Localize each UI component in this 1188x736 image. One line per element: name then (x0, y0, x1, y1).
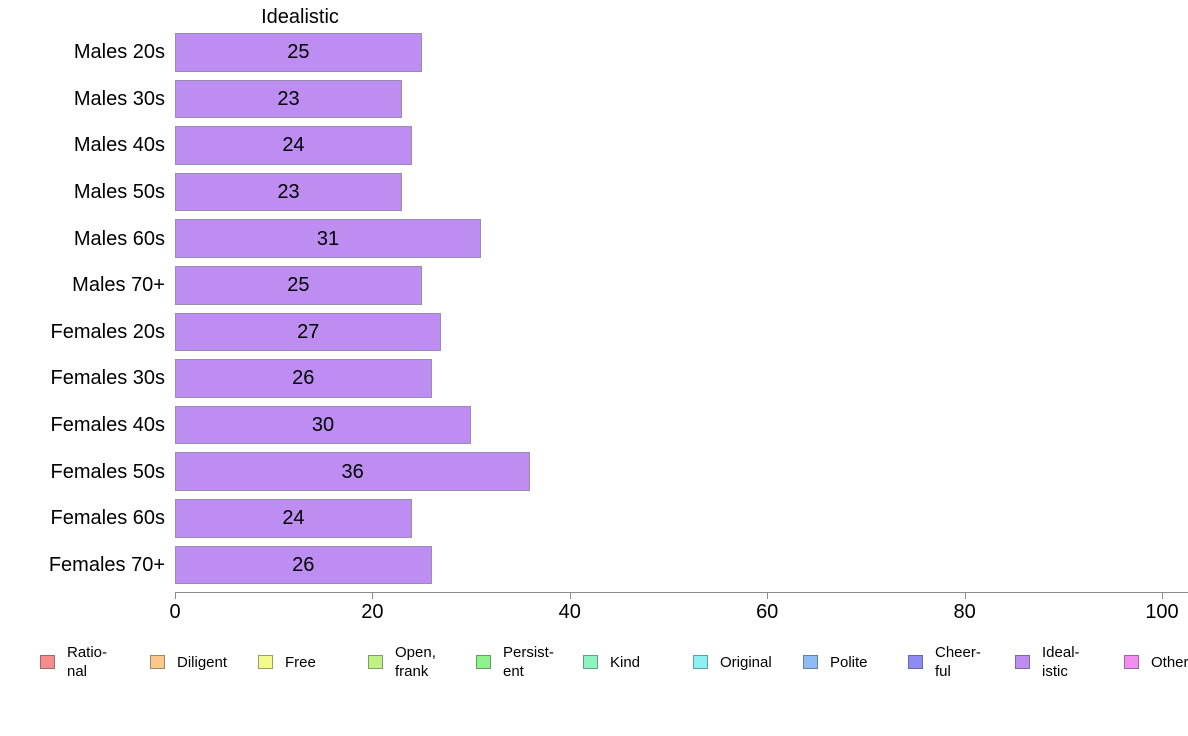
legend-item: Open, frank (368, 640, 436, 684)
x-tick-mark (569, 592, 571, 599)
legend-swatch (40, 655, 55, 669)
legend-swatch (693, 655, 708, 669)
x-tick-mark (1162, 592, 1163, 599)
legend-item: Cheer- ful (908, 640, 981, 684)
category-label: Females 30s (50, 367, 166, 390)
bar-value-label: 31 (316, 227, 340, 250)
bar-value-label: 24 (282, 507, 305, 530)
x-tick-label: 40 (558, 601, 581, 623)
legend-item: Ratio- nal (40, 640, 107, 684)
category-label: Females 40s (50, 414, 166, 437)
x-tick-mark (964, 592, 966, 599)
x-tick-mark (372, 592, 374, 599)
bar-value-label: 30 (311, 414, 335, 437)
category-label: Males 40s (73, 134, 165, 157)
legend-label: Diligent (177, 653, 228, 671)
legend-item: Original (693, 640, 772, 684)
x-axis-line (175, 592, 1188, 593)
bar (175, 126, 412, 165)
legend-item: Diligent (150, 640, 227, 684)
category-label: Females 70+ (48, 553, 165, 576)
legend-label: Cheer- ful (935, 644, 981, 680)
bar-value-label: 27 (297, 320, 320, 343)
legend-item: Kind (583, 640, 640, 684)
legend-label: Persist- ent (503, 644, 554, 680)
category-label: Males 20s (73, 41, 165, 64)
x-tick-label: 80 (953, 601, 976, 623)
x-tick-label: 20 (361, 601, 384, 623)
legend-item: Ideal- istic (1015, 640, 1080, 684)
legend-swatch (258, 655, 273, 669)
legend-label: Free (285, 653, 316, 671)
bar-value-label: 26 (292, 367, 315, 390)
bar-value-label: 36 (341, 460, 364, 483)
category-label: Females 50s (50, 460, 166, 483)
bar-value-label: 23 (277, 87, 300, 110)
category-label: Males 30s (73, 87, 165, 110)
legend-swatch (1124, 655, 1139, 669)
bar-value-label: 23 (277, 181, 300, 204)
legend-label: Polite (830, 653, 868, 671)
bar-value-label: 25 (287, 41, 310, 64)
legend-label: Open, frank (395, 644, 436, 680)
bar (175, 172, 402, 212)
bar (175, 79, 402, 119)
legend-item: Polite (803, 640, 868, 684)
bar-value-label: 26 (292, 553, 315, 576)
bar (175, 499, 412, 538)
legend-item: Other (1124, 640, 1188, 684)
legend-item: Free (258, 640, 316, 684)
category-label: Females 20s (50, 320, 166, 343)
legend-label: Kind (610, 653, 641, 671)
legend-label: Ideal- istic (1042, 644, 1080, 680)
bar (175, 33, 422, 72)
legend-swatch (803, 655, 818, 669)
x-tick-label: 60 (756, 601, 779, 623)
x-tick-label: 0 (169, 601, 181, 623)
legend-label: Original (720, 653, 772, 671)
category-label: Females 60s (50, 507, 166, 530)
category-label: Males 50s (73, 181, 165, 204)
bar-value-label: 24 (282, 134, 305, 157)
legend-swatch (150, 655, 165, 669)
legend-swatch (1015, 655, 1030, 669)
category-label: Males 60s (73, 227, 165, 250)
bar (175, 452, 531, 491)
legend-label: Ratio- nal (67, 644, 108, 680)
bar (175, 266, 422, 305)
bar (175, 219, 481, 258)
x-tick-label: 100 (1145, 601, 1179, 623)
bar (175, 545, 432, 585)
legend-item: Persist- ent (476, 640, 554, 684)
legend-swatch (368, 655, 383, 669)
x-tick-mark (767, 592, 769, 599)
legend-swatch (908, 655, 923, 669)
category-label: Males 70+ (72, 274, 165, 297)
bar (175, 405, 472, 445)
legend-swatch (583, 655, 598, 669)
x-tick-mark (175, 592, 176, 599)
legend-swatch (476, 655, 491, 669)
bar-value-label: 25 (287, 274, 310, 297)
bar (175, 312, 442, 352)
bar (175, 359, 432, 398)
chart-title: Idealistic (261, 6, 339, 28)
legend-label: Other (1151, 653, 1188, 671)
